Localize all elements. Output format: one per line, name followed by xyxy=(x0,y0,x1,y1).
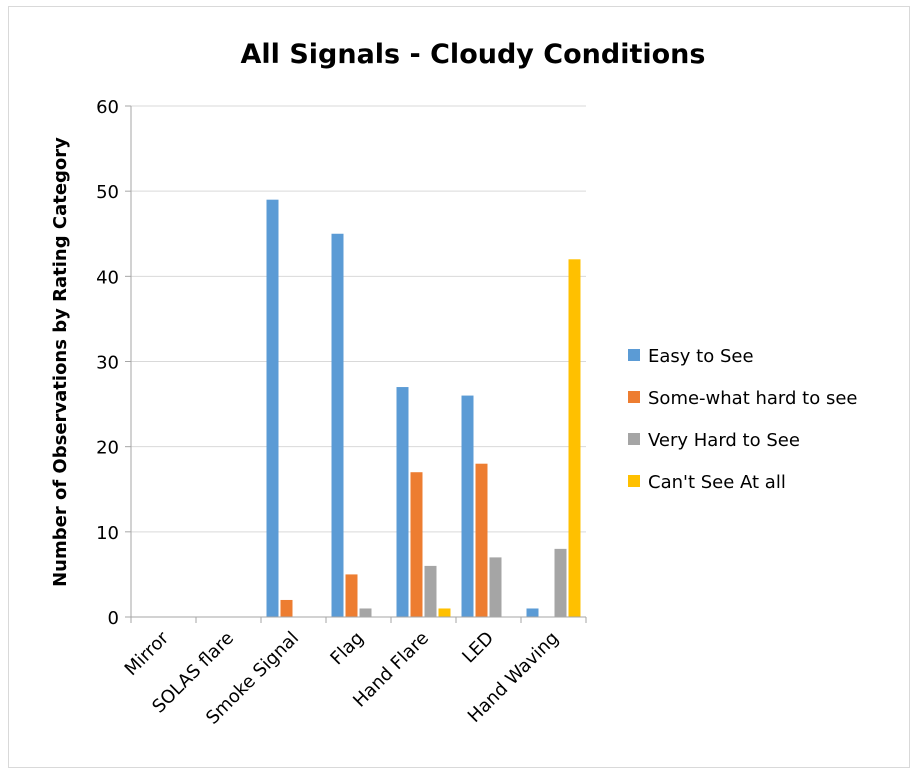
gridlines xyxy=(131,105,586,533)
y-tick-label-1: 10 xyxy=(96,523,119,544)
x-tick-label-5: LED xyxy=(458,628,498,668)
bar-3-6 xyxy=(568,259,581,617)
y-tick-label-4: 40 xyxy=(96,267,119,288)
bar-3-4 xyxy=(438,608,451,617)
y-tick-label-6: 60 xyxy=(96,97,119,118)
legend-label-1: Some-what hard to see xyxy=(648,388,857,409)
x-tick-label-3: Flag xyxy=(326,628,368,670)
legend-swatch-0 xyxy=(628,349,640,361)
legend-label-3: Can't See At all xyxy=(648,472,786,493)
legend-label-0: Easy to See xyxy=(648,346,754,367)
bar-1-4 xyxy=(410,472,423,617)
bar-2-4 xyxy=(424,565,437,617)
legend-swatch-3 xyxy=(628,475,640,487)
y-axis-label: Number of Observations by Rating Categor… xyxy=(50,137,71,587)
y-tick-label-3: 30 xyxy=(96,353,119,374)
bar-2-3 xyxy=(359,608,372,617)
bar-1-2 xyxy=(280,599,293,617)
legend-swatch-2 xyxy=(628,433,640,445)
x-tick-label-0: Mirror xyxy=(121,627,174,680)
y-tick-label-0: 0 xyxy=(108,608,119,629)
y-tick-label-5: 50 xyxy=(96,182,119,203)
y-tick-labels: 0 10 20 30 40 50 60 xyxy=(96,97,119,629)
bar-0-6 xyxy=(526,608,539,617)
legend-label-2: Very Hard to See xyxy=(648,430,800,451)
bar-0-2 xyxy=(266,199,279,617)
bar-1-3 xyxy=(345,574,358,617)
legend: Easy to See Some-what hard to see Very Har… xyxy=(628,346,857,493)
bar-2-5 xyxy=(489,557,502,617)
bar-0-3 xyxy=(331,233,344,617)
y-tick-label-2: 20 xyxy=(96,438,119,459)
chart-title: All Signals - Cloudy Conditions xyxy=(241,39,706,70)
bar-0-4 xyxy=(396,387,409,617)
bar-1-5 xyxy=(475,463,488,617)
bar-0-5 xyxy=(461,395,474,617)
legend-swatch-1 xyxy=(628,391,640,403)
bars xyxy=(266,199,581,617)
axes xyxy=(125,105,587,623)
chart-frame xyxy=(8,6,910,768)
bar-2-6 xyxy=(554,548,567,617)
